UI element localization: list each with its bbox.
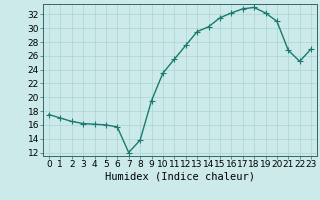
X-axis label: Humidex (Indice chaleur): Humidex (Indice chaleur) — [105, 172, 255, 182]
